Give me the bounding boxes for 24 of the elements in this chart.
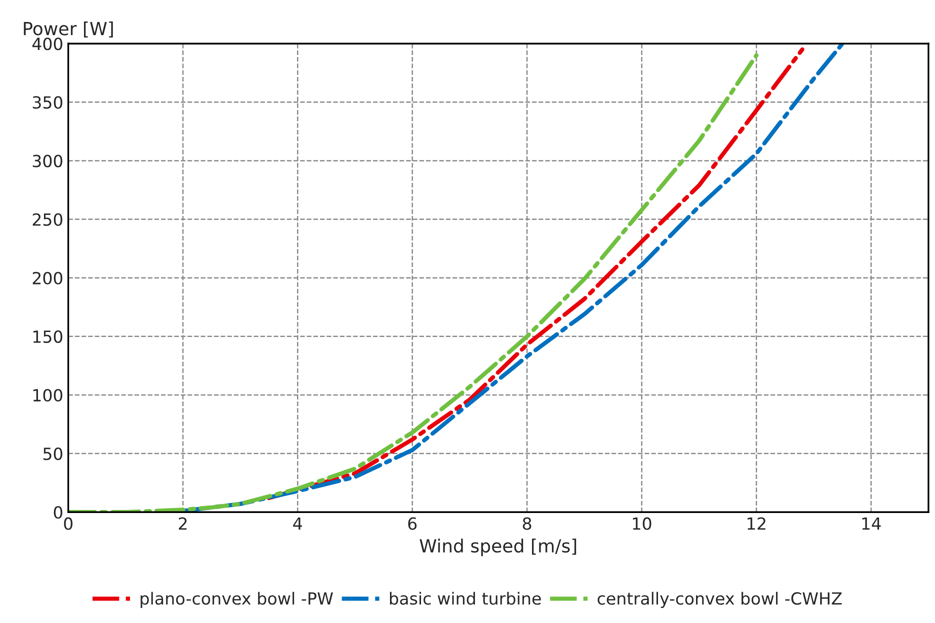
y-tick-label: 100 bbox=[33, 388, 62, 402]
y-axis-title: Power [W] bbox=[24, 21, 113, 38]
x-tick-label: 6 bbox=[408, 517, 417, 530]
y-tick-label: 50 bbox=[43, 448, 62, 460]
x-tick-label: 10 bbox=[632, 517, 652, 530]
y-tick-label: 0 bbox=[54, 506, 62, 519]
y-tick-label: 250 bbox=[32, 213, 62, 226]
legend-label: plano-convex bowl -PW bbox=[140, 592, 333, 608]
legend-label: centrally-convex bowl -CWHZ bbox=[598, 592, 842, 608]
y-tick-label: 300 bbox=[32, 154, 62, 168]
legend-label: basic wind turbine bbox=[390, 592, 541, 605]
x-tick-label: 12 bbox=[748, 517, 766, 530]
y-tick-label: 150 bbox=[33, 330, 62, 343]
x-tick-label: 4 bbox=[293, 517, 302, 530]
x-tick-label: 14 bbox=[862, 517, 881, 530]
line-series bbox=[68, 53, 758, 512]
x-axis-title: Wind speed [m/s] bbox=[420, 538, 576, 556]
x-tick-label: 0 bbox=[64, 517, 72, 530]
y-tick-label: 400 bbox=[32, 38, 62, 50]
y-tick-label: 200 bbox=[32, 272, 62, 284]
x-tick-label: 2 bbox=[178, 517, 187, 530]
y-tick-label: 350 bbox=[32, 96, 62, 109]
x-tick-label: 8 bbox=[522, 517, 532, 530]
line-series bbox=[266, 47, 804, 500]
